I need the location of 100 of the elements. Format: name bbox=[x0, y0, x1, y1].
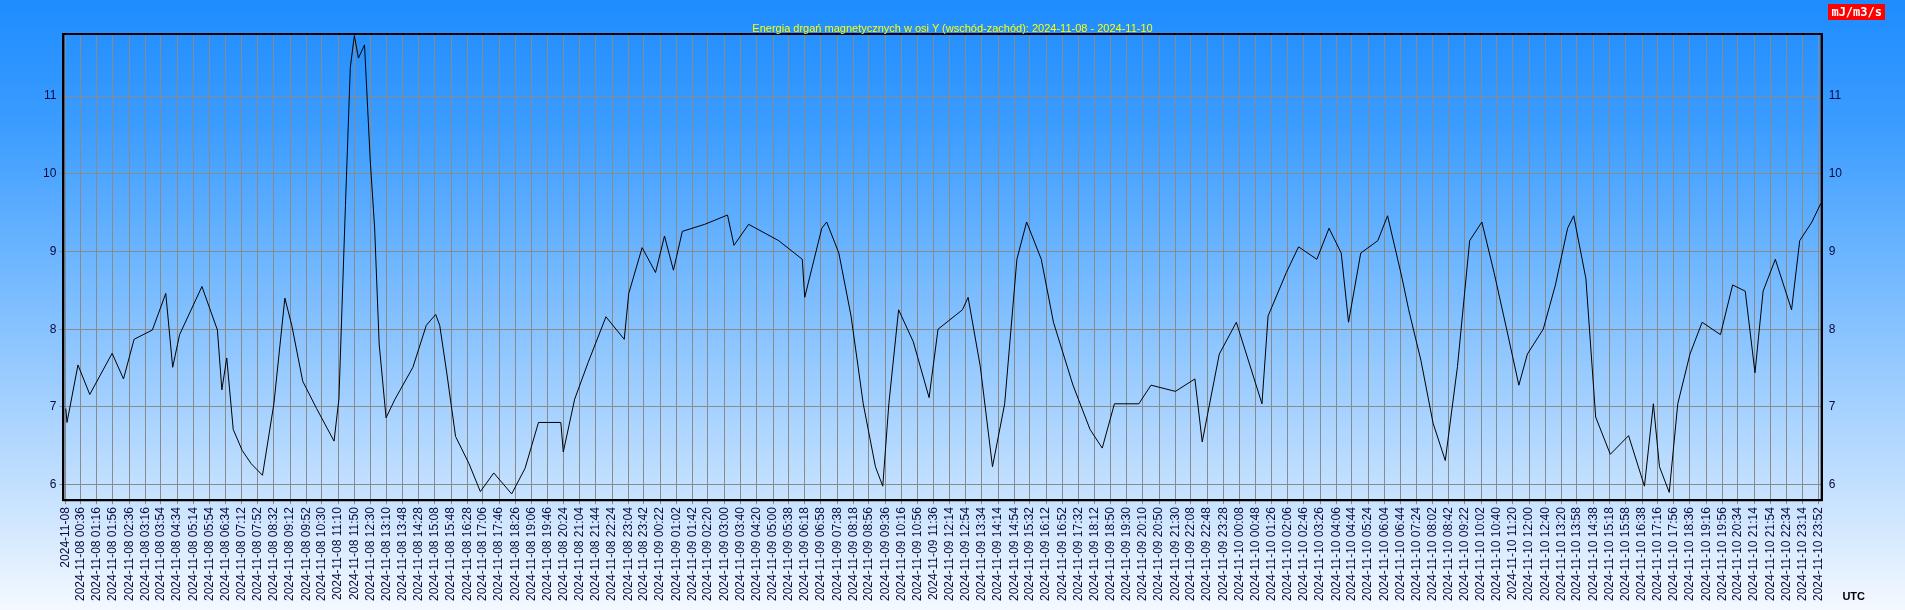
x-tick-label: 2024-11-10 21:14 bbox=[1746, 506, 1761, 601]
x-tick-label: 2024-11-09 05:00 bbox=[765, 506, 780, 601]
x-tick-label: 2024-11-08 bbox=[58, 506, 73, 568]
x-tick-label: 2024-11-09 19:30 bbox=[1118, 506, 1133, 601]
x-tick-label: 2024-11-09 02:20 bbox=[700, 506, 715, 601]
x-tick-label: 2024-11-10 15:58 bbox=[1618, 506, 1633, 601]
x-tick-label: 2024-11-09 07:38 bbox=[829, 506, 844, 601]
x-tick-label: 2024-11-08 13:48 bbox=[394, 506, 409, 601]
x-tick-label: 2024-11-08 01:56 bbox=[105, 506, 120, 601]
x-tick-label: 2024-11-10 21:54 bbox=[1762, 506, 1777, 601]
x-tick-label: 2024-11-09 03:40 bbox=[732, 506, 747, 601]
x-tick-label: 2024-11-10 22:34 bbox=[1779, 506, 1794, 601]
y2-tick-label: 11 bbox=[1828, 88, 1842, 103]
x-tick-label: 2024-11-10 16:38 bbox=[1634, 506, 1649, 601]
x-tick-label: 2024-11-08 06:34 bbox=[218, 506, 233, 601]
x-tick-label: 2024-11-09 18:50 bbox=[1102, 506, 1117, 601]
x-tick-label: 2024-11-08 22:24 bbox=[604, 506, 619, 601]
x-tick-label: 2024-11-09 10:56 bbox=[910, 506, 925, 601]
x-tick-label: 2024-11-09 20:50 bbox=[1151, 506, 1166, 601]
x-tick-label: 2024-11-10 06:04 bbox=[1376, 506, 1391, 601]
x-tick-label: 2024-11-10 08:42 bbox=[1440, 506, 1455, 601]
y2-tick-label: 6 bbox=[1828, 476, 1836, 491]
x-tick-label: 2024-11-09 06:18 bbox=[797, 506, 812, 601]
x-tick-label: 2024-11-09 15:32 bbox=[1022, 506, 1037, 601]
x-tick-label: 2024-11-08 04:34 bbox=[169, 506, 184, 601]
x-tick-label: 2024-11-10 11:20 bbox=[1505, 506, 1520, 601]
x-tick-label: 2024-11-08 19:06 bbox=[523, 506, 538, 601]
y-tick-label: 10 bbox=[42, 166, 57, 181]
x-tick-label: 2024-11-10 19:16 bbox=[1698, 506, 1713, 601]
x-tick-label: 2024-11-08 15:48 bbox=[443, 506, 458, 601]
x-tick-label: 2024-11-09 14:54 bbox=[1006, 506, 1021, 601]
x-tick-label: 2024-11-10 03:26 bbox=[1312, 506, 1327, 601]
x-tick-label: 2024-11-09 16:12 bbox=[1038, 506, 1053, 601]
x-tick-label: 2024-11-10 02:46 bbox=[1296, 506, 1311, 601]
x-tick-label: 2024-11-09 12:54 bbox=[957, 506, 972, 601]
x-tick-label: 2024-11-08 19:46 bbox=[540, 506, 555, 601]
y2-axis-title: mJ/m3/s bbox=[1828, 4, 1885, 20]
x-tick-label: 2024-11-10 10:02 bbox=[1473, 506, 1488, 601]
x-tick-label: 2024-11-08 16:28 bbox=[459, 506, 474, 601]
x-tick-label: 2024-11-10 20:34 bbox=[1730, 506, 1745, 601]
x-tick-label: 2024-11-10 10:40 bbox=[1488, 506, 1503, 601]
x-tick-label: 2024-11-08 10:30 bbox=[314, 506, 329, 601]
x-tick-label: 2024-11-09 06:58 bbox=[813, 506, 828, 601]
x-tick-label: 2024-11-09 10:16 bbox=[893, 506, 908, 601]
x-tick-label: 2024-11-10 12:00 bbox=[1521, 506, 1536, 601]
x-tick-label: 2024-11-08 08:32 bbox=[266, 506, 281, 601]
x-tick-label: 2024-11-10 17:56 bbox=[1666, 506, 1681, 601]
x-tick-label: 2024-11-08 07:12 bbox=[233, 506, 248, 601]
x-tick-label: 2024-11-10 19:56 bbox=[1714, 506, 1729, 601]
y2-tick-label: 7 bbox=[1828, 399, 1836, 414]
x-tick-label: 2024-11-10 07:24 bbox=[1409, 506, 1424, 601]
x-tick-label: 2024-11-08 17:06 bbox=[475, 506, 490, 601]
x-tick-label: 2024-11-10 02:06 bbox=[1279, 506, 1294, 601]
y-tick-label: 11 bbox=[43, 88, 57, 103]
x-tick-label: 2024-11-10 06:44 bbox=[1392, 506, 1407, 601]
x-tick-label: 2024-11-10 13:20 bbox=[1553, 506, 1568, 601]
x-tick-label: 2024-11-09 20:10 bbox=[1135, 506, 1150, 601]
x-tick-label: 2024-11-09 00:22 bbox=[652, 506, 667, 601]
x-tick-label: 2024-11-08 23:42 bbox=[636, 506, 651, 601]
x-tick-label: 2024-11-09 22:08 bbox=[1183, 506, 1198, 601]
x-tick-label: 2024-11-09 21:30 bbox=[1167, 506, 1182, 601]
x-tick-label: 2024-11-10 08:02 bbox=[1424, 506, 1439, 601]
x-tick-label: 2024-11-10 17:16 bbox=[1649, 506, 1664, 601]
x-tick-label: 2024-11-09 09:36 bbox=[877, 506, 892, 601]
x-tick-label: 2024-11-08 12:30 bbox=[362, 506, 377, 601]
x-tick-label: 2024-11-10 04:44 bbox=[1344, 506, 1359, 601]
x-tick-label: 2024-11-09 23:28 bbox=[1215, 506, 1230, 601]
x-tick-label: 2024-11-09 18:12 bbox=[1087, 506, 1102, 601]
x-tick-label: 2024-11-09 13:34 bbox=[974, 506, 989, 601]
y2-tick-label: 8 bbox=[1828, 321, 1836, 336]
x-tick-label: 2024-11-08 09:12 bbox=[282, 506, 297, 601]
x-tick-label: 2024-11-10 12:40 bbox=[1537, 506, 1552, 601]
x-tick-label: 2024-11-08 23:04 bbox=[620, 506, 635, 601]
x-tick-label: 2024-11-09 22:48 bbox=[1199, 506, 1214, 601]
x-tick-label: 2024-11-10 09:22 bbox=[1457, 506, 1472, 601]
x-tick-label: 2024-11-08 15:08 bbox=[427, 506, 442, 601]
y-tick-label: 9 bbox=[49, 243, 57, 258]
x-tick-label: 2024-11-09 01:42 bbox=[684, 506, 699, 601]
x-tick-label: 2024-11-10 04:06 bbox=[1328, 506, 1343, 601]
x-tick-label: 2024-11-08 17:46 bbox=[491, 506, 506, 601]
x-tick-label: 2024-11-09 04:20 bbox=[749, 506, 764, 601]
x-tick-label: 2024-11-10 13:58 bbox=[1569, 506, 1584, 601]
x-tick-label: 2024-11-10 15:18 bbox=[1601, 506, 1616, 601]
x-tick-label: 2024-11-08 02:36 bbox=[121, 506, 136, 601]
x-tick-label: 2024-11-08 05:54 bbox=[201, 506, 216, 601]
y-tick-label: 8 bbox=[49, 321, 57, 336]
x-tick-label: 2024-11-08 11:10 bbox=[330, 506, 345, 601]
x-tick-label: 2024-11-09 01:02 bbox=[668, 506, 683, 601]
x-tick-label: 2024-11-08 13:10 bbox=[379, 506, 394, 601]
x-tick-label: 2024-11-10 00:08 bbox=[1231, 506, 1246, 601]
y2-tick-label: 9 bbox=[1828, 243, 1836, 258]
x-tick-label: 2024-11-10 01:26 bbox=[1263, 506, 1278, 601]
y2-tick-label: 10 bbox=[1828, 166, 1843, 181]
x-tick-label: 2024-11-08 03:16 bbox=[137, 506, 152, 601]
x-tick-label: 2024-11-08 18:26 bbox=[507, 506, 522, 601]
x-tick-label: 2024-11-08 21:04 bbox=[571, 506, 586, 601]
x-tick-label: 2024-11-09 05:38 bbox=[780, 506, 795, 601]
x-tick-label: 2024-11-09 03:00 bbox=[716, 506, 731, 601]
y-tick-label: 7 bbox=[49, 399, 57, 414]
x-tick-label: 2024-11-08 20:24 bbox=[555, 506, 570, 601]
